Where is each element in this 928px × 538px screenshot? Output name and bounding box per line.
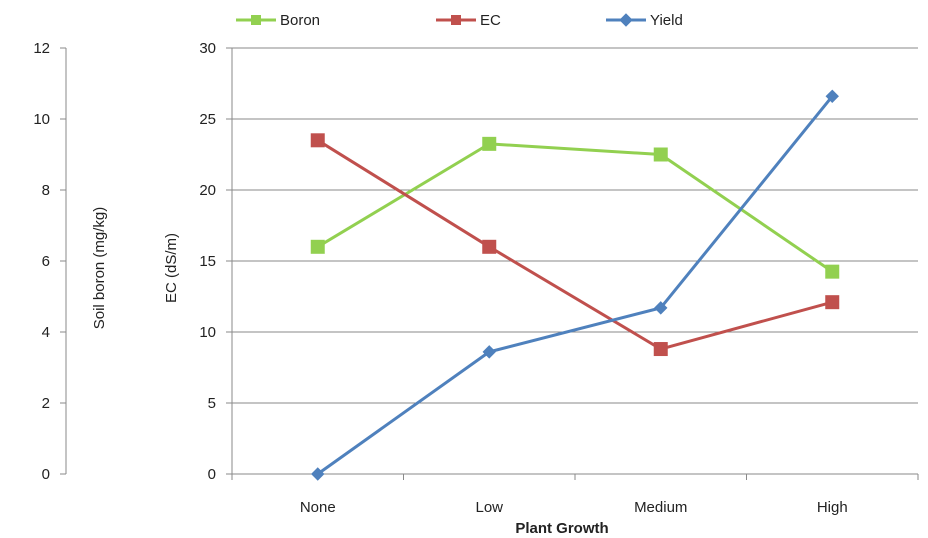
left-y-tick-label: 6 [42, 253, 50, 270]
data-point-boron [825, 264, 840, 279]
data-point-yield [825, 89, 839, 103]
legend-item-yield: Yield [606, 12, 683, 29]
series-line-yield [316, 95, 834, 476]
series-line-boron [316, 142, 834, 273]
x-tick-label: Medium [634, 499, 687, 516]
right-y-tick-label: 10 [199, 324, 216, 341]
series-boron [310, 136, 840, 279]
legend-label: EC [480, 12, 501, 29]
data-point-yield [654, 301, 668, 315]
x-tick-label: Low [475, 499, 503, 516]
series-line-ec [316, 139, 833, 351]
left-y-tick-label: 8 [42, 182, 50, 199]
left-y-tick-label: 12 [33, 40, 50, 57]
x-tick-labels: None Low Medium High [231, 474, 919, 516]
legend-label: Yield [650, 12, 683, 29]
x-axis-title: Plant Growth [515, 520, 608, 537]
series-ec [310, 133, 840, 357]
legend-marker [451, 15, 461, 25]
data-point-boron [482, 136, 497, 151]
right-y-axis-title: EC (dS/m) [163, 233, 180, 303]
x-tick-label: High [817, 499, 848, 516]
right-y-tick-labels: 0 5 10 15 20 25 30 [199, 40, 232, 483]
left-y-tick-label: 2 [42, 395, 50, 412]
left-y-tick-label: 10 [33, 111, 50, 128]
right-y-tick-label: 25 [199, 111, 216, 128]
right-y-tick-label: 20 [199, 182, 216, 199]
data-point-yield [482, 345, 496, 359]
right-y-tick-label: 0 [208, 466, 216, 483]
gridlines [232, 47, 918, 404]
data-point-ec [825, 295, 840, 310]
legend-marker [619, 13, 633, 27]
right-y-tick-label: 15 [199, 253, 216, 270]
data-point-boron [310, 239, 325, 254]
data-point-ec [482, 239, 497, 254]
data-point-ec [653, 342, 668, 357]
data-point-yield [311, 467, 325, 481]
left-y-axis-title: Soil boron (mg/kg) [91, 207, 108, 330]
legend: Boron EC Yield [236, 12, 683, 29]
series-group [310, 89, 840, 481]
right-y-tick-label: 30 [199, 40, 216, 57]
x-tick-label: None [300, 499, 336, 516]
series-yield [311, 89, 839, 481]
left-y-tick-labels: 0 2 4 6 8 10 12 [33, 40, 66, 483]
left-y-tick-label: 4 [42, 324, 50, 341]
right-y-tick-label: 5 [208, 395, 216, 412]
legend-marker [251, 15, 261, 25]
data-point-boron [653, 147, 668, 162]
legend-item-ec: EC [436, 12, 501, 29]
left-y-tick-label: 0 [42, 466, 50, 483]
data-point-ec [310, 133, 325, 148]
legend-item-boron: Boron [236, 12, 320, 29]
legend-label: Boron [280, 12, 320, 29]
